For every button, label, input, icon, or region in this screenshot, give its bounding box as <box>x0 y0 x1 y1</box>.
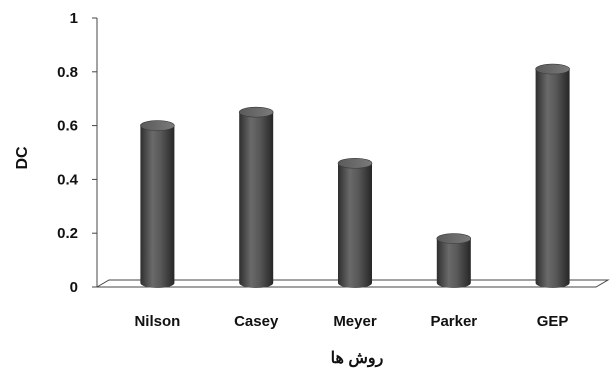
bar-body <box>338 163 372 288</box>
bar-cap <box>535 63 570 75</box>
y-tick-label: 1 <box>70 10 78 27</box>
y-axis-title: DC <box>14 146 31 170</box>
bar-cap <box>337 157 373 169</box>
bars <box>140 63 570 289</box>
x-axis-ticks: Nilson Casey Meyer Parker GEP <box>134 313 568 330</box>
bar-cap <box>140 120 175 131</box>
x-axis-title: روش ها <box>331 350 384 368</box>
bar-body <box>436 238 471 288</box>
y-tick-label: 0.4 <box>57 171 79 188</box>
bar <box>535 63 570 288</box>
bar-body <box>140 125 175 288</box>
x-tick-label: Nilson <box>134 313 180 330</box>
bar <box>436 233 472 288</box>
x-tick-label: GEP <box>537 313 569 330</box>
x-tick-label: Meyer <box>333 313 377 330</box>
bar <box>238 106 274 289</box>
bar-cap <box>238 106 274 118</box>
y-tick-label: 0 <box>70 279 78 296</box>
x-tick-label: Casey <box>234 313 279 330</box>
y-tick-label: 0.8 <box>57 64 78 81</box>
bar-cap <box>436 233 472 244</box>
bar <box>337 157 373 288</box>
bar-body <box>239 112 274 289</box>
y-tick-label: 0.2 <box>57 225 78 242</box>
bar <box>140 120 175 288</box>
y-tick-label: 0.6 <box>57 118 78 135</box>
x-tick-label: Parker <box>430 313 477 330</box>
y-axis-ticks: 0 0.2 0.4 0.6 0.8 1 <box>57 10 97 296</box>
bar-body <box>535 69 570 288</box>
